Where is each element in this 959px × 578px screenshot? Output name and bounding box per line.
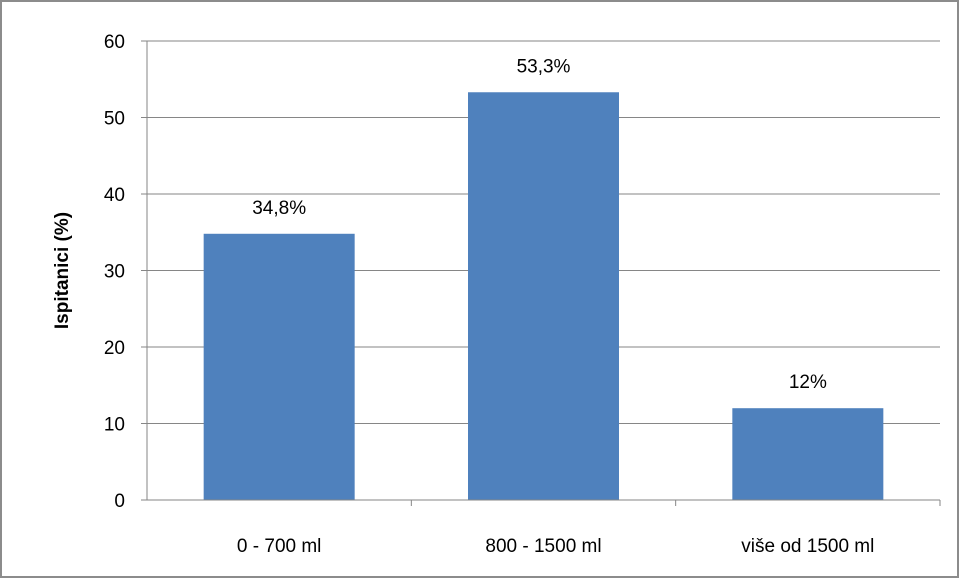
x-tick-label: 800 - 1500 ml (485, 536, 601, 557)
x-tick-label: 0 - 700 ml (237, 536, 321, 557)
y-tick-label: 50 (104, 109, 125, 130)
y-axis-ticks: 0 10 20 30 40 50 60 (104, 32, 147, 512)
bar (203, 233, 355, 500)
bar (732, 408, 884, 500)
y-tick-label: 20 (104, 338, 125, 359)
y-tick-label: 30 (104, 262, 125, 283)
y-axis-title: Ispitanici (%) (52, 212, 73, 329)
data-label: 34,8% (252, 198, 306, 219)
bar (468, 92, 619, 500)
bars (203, 92, 884, 500)
x-tick-label: više od 1500 ml (741, 536, 874, 557)
y-tick-label: 0 (114, 491, 125, 512)
x-axis-ticks: 0 - 700 ml 800 - 1500 ml više od 1500 ml (237, 500, 941, 557)
y-tick-label: 40 (104, 185, 125, 206)
data-labels: 34,8% 53,3% 12% (252, 56, 827, 393)
y-tick-label: 60 (104, 32, 125, 53)
y-tick-label: 10 (104, 415, 125, 436)
data-label: 12% (789, 372, 827, 393)
data-label: 53,3% (517, 56, 571, 77)
